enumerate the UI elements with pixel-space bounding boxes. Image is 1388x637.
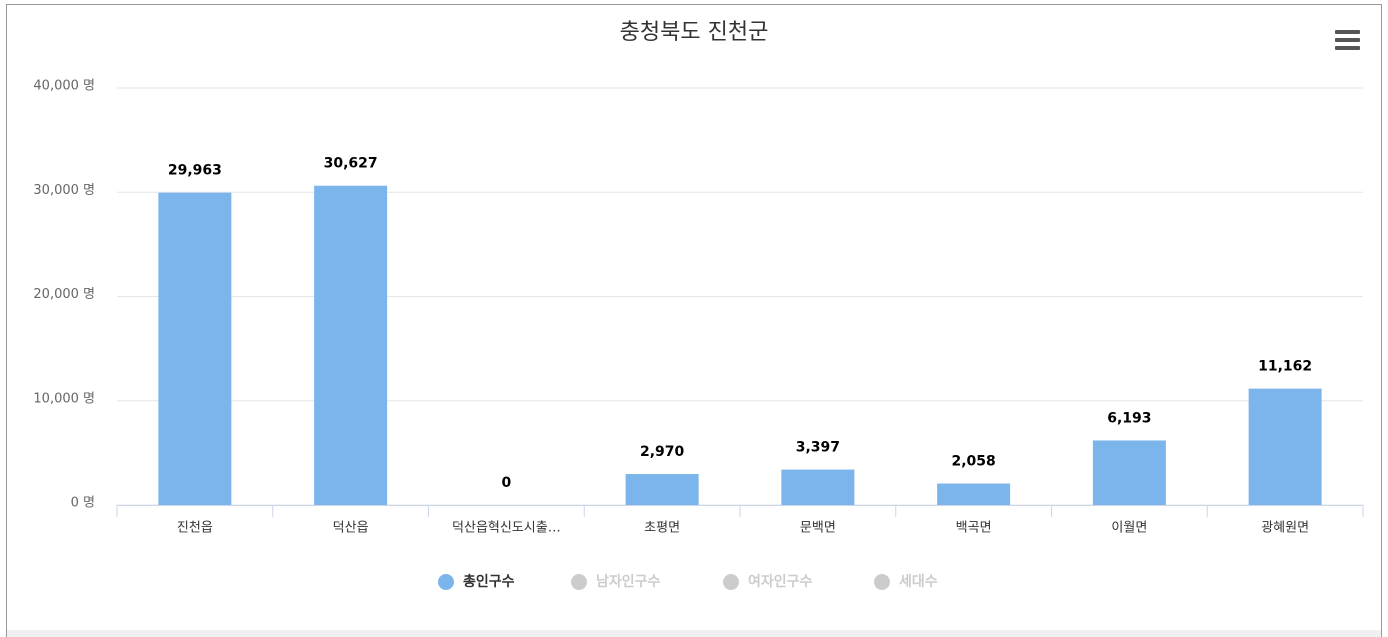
menu-bar (1335, 46, 1360, 50)
chart-title: 충청북도 진천군 (620, 20, 769, 45)
data-label: 2,970 (640, 444, 685, 460)
menu-bar (1335, 38, 1360, 42)
legend-marker[interactable] (438, 574, 454, 590)
legend-marker[interactable] (723, 574, 739, 590)
bar (781, 469, 855, 505)
x-tick-label: 초평면 (644, 521, 680, 536)
data-label: 0 (502, 475, 512, 491)
bar (158, 192, 232, 505)
y-tick-label: 20,000 명 (33, 287, 95, 302)
menu-button[interactable] (1335, 30, 1360, 50)
legend-marker[interactable] (571, 574, 587, 590)
y-tick-label: 0 명 (71, 496, 95, 511)
data-label: 6,193 (1107, 410, 1151, 426)
data-label: 3,397 (796, 440, 840, 456)
x-tick-label: 백곡면 (956, 521, 992, 536)
bottom-strip (7, 630, 1381, 637)
x-tick-label: 진천읍 (177, 521, 213, 536)
data-label: 30,627 (324, 156, 378, 172)
data-label: 29,963 (168, 163, 222, 179)
data-label: 11,162 (1258, 359, 1312, 375)
x-tick-label: 덕산읍 (333, 521, 369, 536)
bar (314, 185, 388, 505)
legend-label[interactable]: 세대수 (899, 574, 938, 590)
bar (1248, 388, 1322, 505)
bar (625, 474, 699, 505)
data-label: 2,058 (951, 454, 995, 470)
y-tick-label: 30,000 명 (33, 183, 95, 198)
x-tick-label: 문백면 (800, 521, 836, 536)
legend-label[interactable]: 여자인구수 (748, 573, 813, 590)
legend-label[interactable]: 남자인구수 (596, 573, 661, 590)
bar (1092, 440, 1166, 505)
legend-marker[interactable] (874, 574, 890, 590)
y-tick-label: 40,000 명 (33, 79, 95, 94)
x-tick-label: 이월면 (1111, 521, 1147, 536)
y-tick-label: 10,000 명 (33, 391, 95, 406)
bar (937, 483, 1011, 505)
legend-label[interactable]: 총인구수 (463, 573, 515, 590)
x-tick-label: 광혜원면 (1261, 521, 1309, 536)
x-tick-label: 덕산읍혁신도시출… (452, 521, 561, 536)
menu-bar (1335, 30, 1360, 34)
